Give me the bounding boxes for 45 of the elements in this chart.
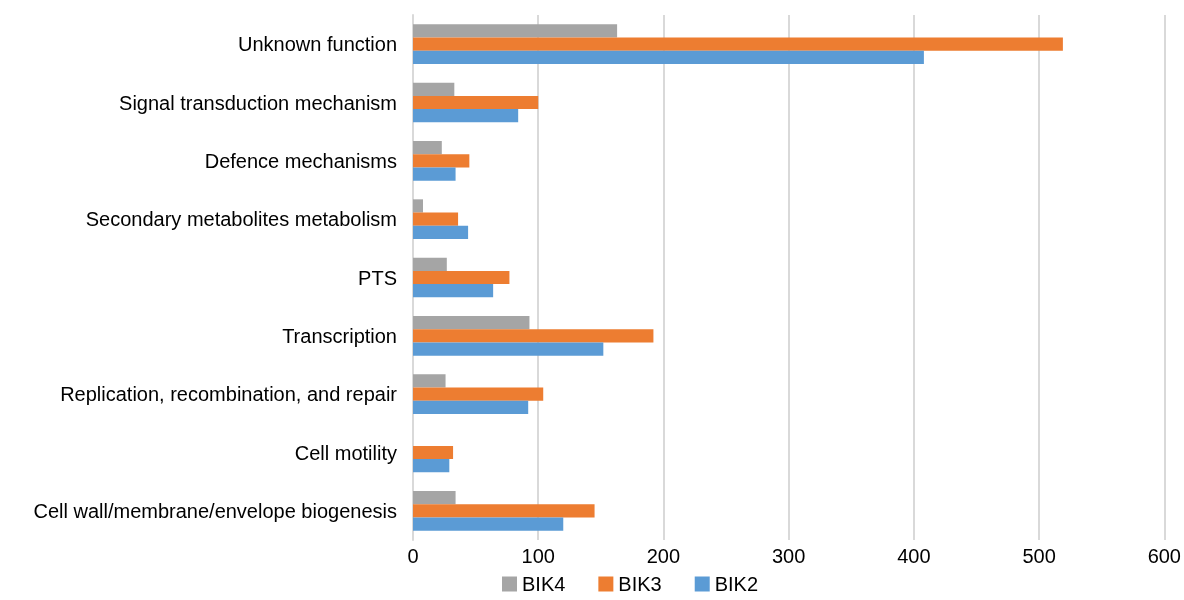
bar bbox=[413, 212, 459, 226]
bar bbox=[413, 24, 618, 38]
bar bbox=[413, 270, 510, 285]
y-tick-label: Secondary metabolites metabolism bbox=[85, 208, 397, 231]
x-tick-label: 100 bbox=[521, 545, 555, 567]
y-tick-label: PTS bbox=[358, 266, 397, 289]
bar bbox=[413, 387, 544, 401]
x-tick-label: 600 bbox=[1147, 545, 1181, 567]
bar bbox=[413, 109, 519, 123]
y-tick-label: Defence mechanisms bbox=[204, 149, 397, 172]
bar bbox=[413, 329, 654, 343]
bar bbox=[413, 517, 564, 531]
bar bbox=[413, 167, 456, 181]
bar bbox=[413, 37, 1063, 51]
y-tick-label: Unknown function bbox=[238, 33, 397, 56]
bar bbox=[413, 199, 424, 213]
bar bbox=[413, 459, 450, 473]
legend-label: BIK2 bbox=[714, 573, 759, 595]
bar bbox=[413, 504, 595, 518]
x-tick-label: 400 bbox=[897, 545, 931, 567]
bar bbox=[413, 225, 469, 239]
bar bbox=[413, 95, 539, 110]
legend-label: BIK3 bbox=[618, 573, 662, 595]
bar bbox=[413, 342, 604, 356]
x-tick-label: 300 bbox=[771, 545, 806, 567]
bar bbox=[413, 50, 924, 64]
bar bbox=[413, 491, 456, 505]
y-tick-label: Transcription bbox=[282, 324, 397, 347]
legend-label: BIK4 bbox=[522, 573, 566, 595]
bar bbox=[413, 141, 442, 155]
bar bbox=[413, 257, 447, 271]
x-tick-label: 500 bbox=[1022, 545, 1056, 567]
y-tick-label: Replication, recombination, and repair bbox=[60, 383, 398, 406]
bar bbox=[413, 284, 494, 298]
bar bbox=[413, 82, 455, 96]
bar bbox=[413, 400, 529, 414]
x-tick-label: 200 bbox=[646, 545, 681, 567]
bar bbox=[413, 154, 470, 168]
bar bbox=[413, 316, 530, 330]
y-tick-label: Cell motility bbox=[294, 441, 397, 464]
x-tick-label: 0 bbox=[407, 545, 419, 567]
y-tick-label: Cell wall/membrane/envelope biogenesis bbox=[33, 499, 397, 522]
bar bbox=[413, 374, 446, 388]
bar bbox=[413, 445, 454, 460]
y-tick-label: Signal transduction mechanism bbox=[119, 91, 397, 114]
